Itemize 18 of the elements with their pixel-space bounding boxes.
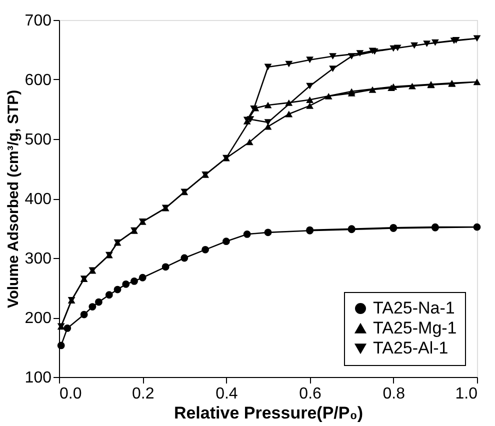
- x-tick-label: 1.0: [455, 386, 478, 402]
- y-tick-label: 100: [24, 370, 52, 386]
- y-tick-label: 400: [24, 191, 52, 208]
- x-axis-title: Relative Pressure(P/P₀): [174, 404, 364, 422]
- y-tick-label: 600: [24, 72, 52, 89]
- legend-label: TA25-Na-1: [373, 298, 455, 318]
- x-tick-label: 0.4: [216, 386, 238, 402]
- legend-label: TA25-Mg-1: [373, 318, 457, 338]
- y-tick-label: 500: [24, 132, 52, 148]
- x-tick-label: 0.2: [132, 386, 154, 402]
- y-axis-title: Volume Adsorbed (cm³/g, STP): [4, 90, 22, 308]
- y-tick-label: 300: [24, 250, 52, 268]
- x-tick-label: 0.8: [382, 386, 406, 402]
- y-tick-label: 200: [24, 310, 52, 327]
- y-tick-label: 700: [24, 12, 52, 30]
- x-tick-label: 0.0: [60, 386, 82, 402]
- x-tick-label: 0.6: [299, 386, 322, 402]
- legend-label: TA25-Al-1: [373, 338, 448, 358]
